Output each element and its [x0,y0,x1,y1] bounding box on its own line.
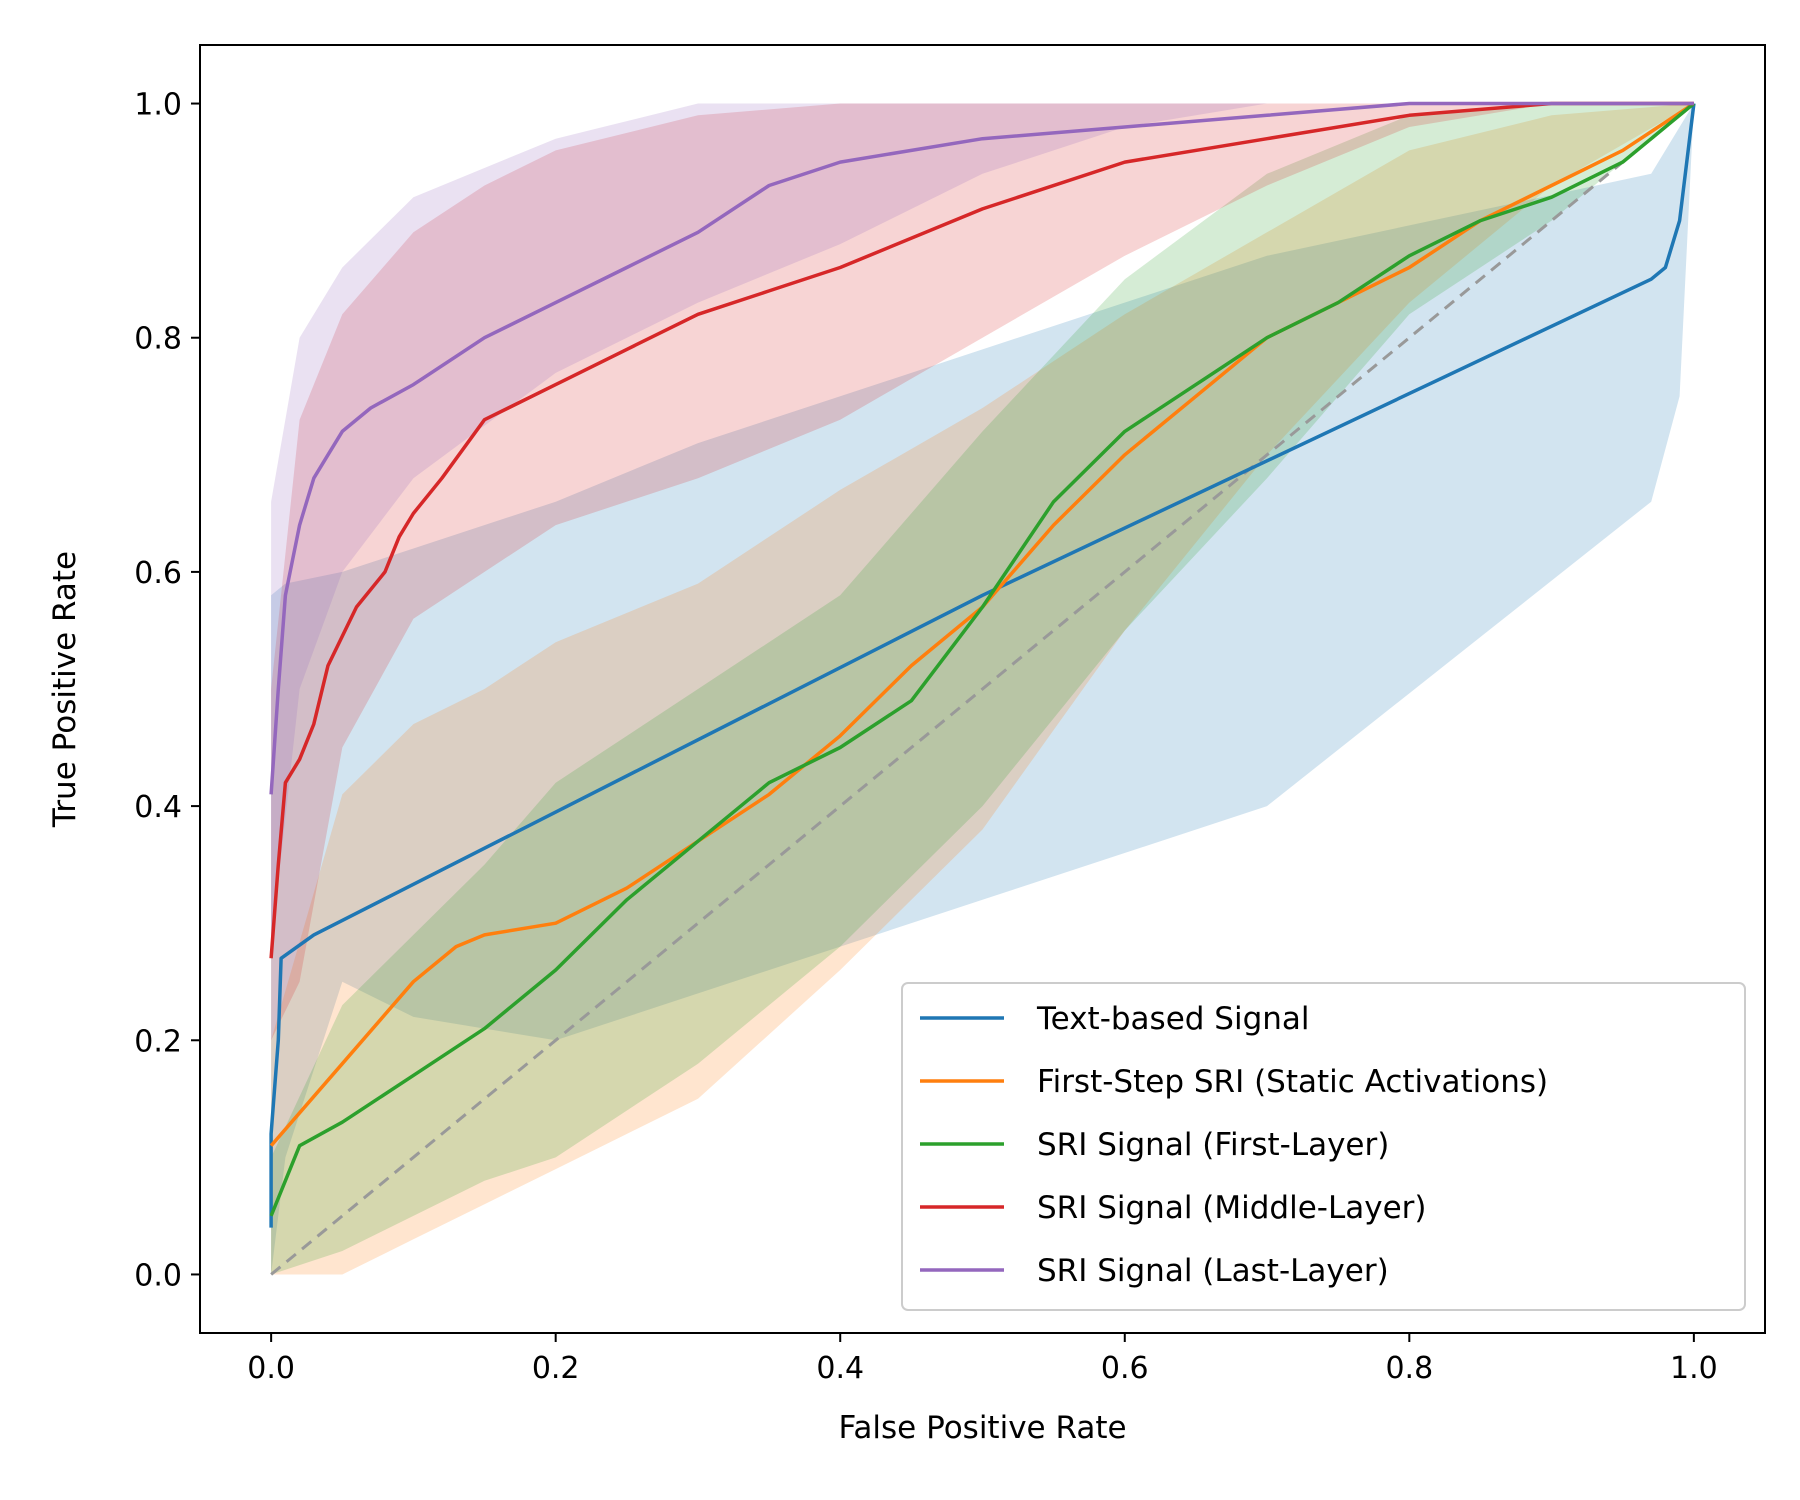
series-line-2 [269,102,1696,1217]
legend: Text-based Signal First-Step SRI (Static … [901,982,1746,1311]
y-tick-label: 0.0 [134,1258,182,1293]
axis-ticks: 0.0 0.2 0.4 0.6 0.8 1.0 0.0 0.2 0.4 0.6 0.8 1.0 [134,88,1717,1386]
legend-label-3: SRI Signal (Middle-Layer) [1037,1190,1427,1226]
x-tick-label: 0.8 [1385,1351,1433,1386]
y-tick-label: 0.4 [134,790,182,825]
series-line-0 [269,103,1696,1228]
band-4 [271,103,1694,947]
x-axis-label: False Positive Rate [838,1410,1126,1446]
y-tick-label: 1.0 [134,88,182,123]
series-line-3 [269,101,1694,959]
diagonal-line [270,102,1695,1276]
legend-label-2: SRI Signal (First-Layer) [1037,1127,1389,1163]
plot-frame [199,44,1766,1334]
x-tick-label: 0.0 [247,1351,295,1386]
y-tick-label: 0.8 [134,322,182,357]
chance-diagonal [270,102,1695,1276]
series-line-4 [269,101,1694,795]
legend-label-0: Text-based Signal [1036,1001,1310,1037]
series-line-1 [269,102,1695,1147]
legend-box [901,982,1746,1311]
y-tick-label: 0.2 [134,1024,182,1059]
x-tick-label: 0.4 [816,1351,864,1386]
y-axis-label: True Positive Rate [47,551,83,828]
legend-label-4: SRI Signal (Last-Layer) [1037,1253,1389,1289]
x-tick-label: 0.2 [532,1351,580,1386]
legend-label-1: First-Step SRI (Static Activations) [1037,1064,1548,1100]
x-tick-label: 0.6 [1101,1351,1149,1386]
y-tick-label: 0.6 [134,556,182,591]
roc-curves [269,101,1696,1228]
band-3 [271,103,1694,1041]
x-tick-label: 1.0 [1670,1351,1718,1386]
